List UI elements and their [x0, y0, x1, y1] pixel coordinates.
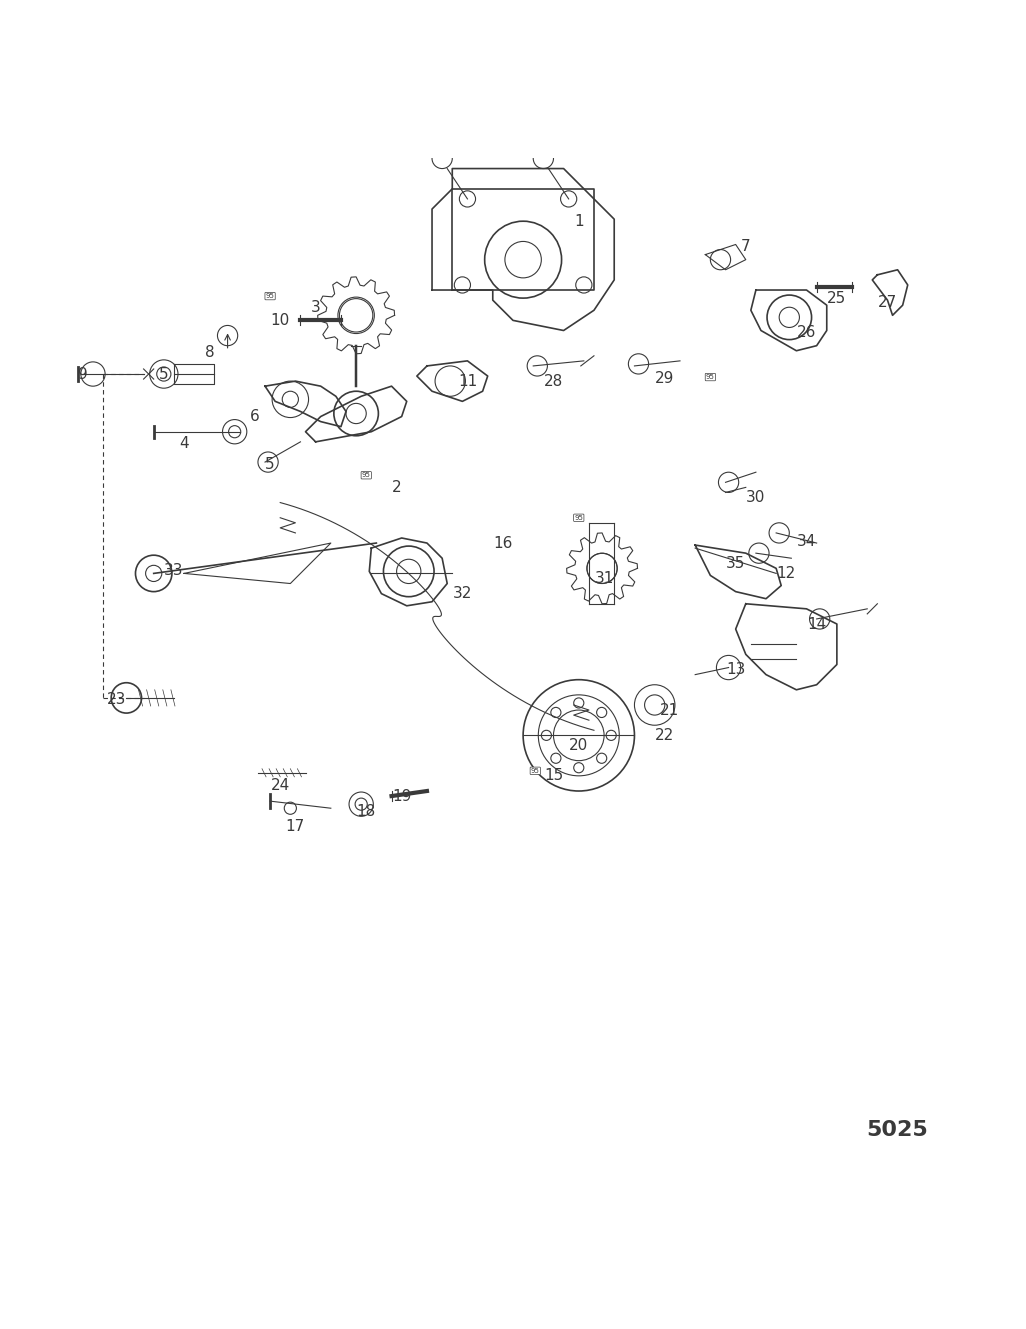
Text: 95: 95: [530, 768, 540, 773]
Text: 20: 20: [569, 738, 589, 754]
Text: 2: 2: [392, 480, 401, 494]
Text: 95: 95: [266, 294, 275, 299]
Text: 4: 4: [180, 436, 189, 452]
Text: 15: 15: [544, 768, 563, 783]
Text: 22: 22: [656, 728, 674, 743]
Text: 16: 16: [494, 536, 513, 550]
Text: 12: 12: [777, 566, 796, 581]
Text: 5025: 5025: [867, 1120, 929, 1140]
Text: 6: 6: [250, 409, 260, 424]
Text: 10: 10: [271, 312, 289, 328]
Text: 21: 21: [661, 703, 679, 718]
Text: 3: 3: [311, 300, 320, 315]
Text: 25: 25: [827, 291, 846, 306]
Text: 32: 32: [452, 586, 472, 601]
Text: 11: 11: [458, 373, 477, 388]
Text: 5: 5: [159, 367, 168, 381]
Text: 26: 26: [797, 326, 817, 340]
Text: 1: 1: [574, 214, 584, 229]
Text: 24: 24: [271, 779, 289, 793]
Text: 19: 19: [392, 788, 411, 804]
Text: 23: 23: [107, 692, 126, 707]
Text: 30: 30: [746, 490, 765, 505]
Text: 35: 35: [726, 556, 745, 570]
Text: 95: 95: [575, 514, 583, 521]
Text: 34: 34: [797, 533, 817, 549]
Text: 7: 7: [741, 239, 751, 254]
Text: 33: 33: [164, 563, 184, 578]
Text: 13: 13: [726, 662, 745, 676]
Text: 17: 17: [286, 819, 305, 833]
Text: 27: 27: [878, 295, 897, 310]
Text: 18: 18: [357, 804, 376, 819]
Text: 5: 5: [266, 457, 275, 472]
Text: 9: 9: [78, 367, 88, 381]
Text: 31: 31: [594, 571, 614, 586]
Text: 95: 95: [706, 373, 715, 380]
Text: 28: 28: [544, 373, 563, 388]
Text: 95: 95: [362, 472, 370, 478]
Text: 14: 14: [807, 617, 826, 631]
Text: 8: 8: [204, 346, 214, 360]
Text: 29: 29: [656, 371, 674, 385]
